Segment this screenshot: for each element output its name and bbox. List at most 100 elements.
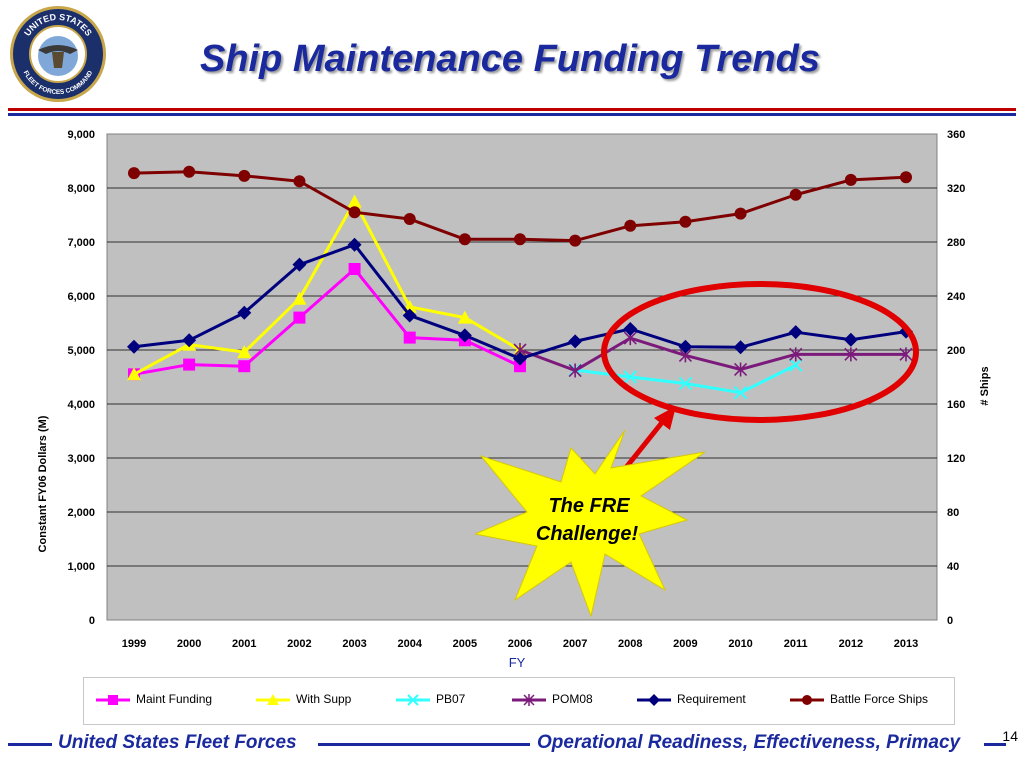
- series-requirement: [127, 237, 913, 366]
- y-tick-label: 6,000: [67, 291, 95, 303]
- data-point: [513, 351, 527, 366]
- legend-item-pom08: POM08: [512, 692, 593, 706]
- x-tick-label: 2006: [508, 638, 532, 650]
- series-pom08: [513, 331, 913, 378]
- fleet-forces-seal: UNITED STATES FLEET FORCES COMMAND: [10, 6, 106, 102]
- data-point: [734, 362, 748, 377]
- callout-arrowhead: [654, 406, 676, 430]
- y-tick-label: 0: [89, 615, 95, 627]
- y2-tick-label: 280: [947, 237, 965, 249]
- data-point: [569, 234, 582, 247]
- data-point: [568, 363, 582, 378]
- legend-swatch-battle-force-ships: [790, 694, 824, 705]
- y2-tick-label: 320: [947, 183, 965, 195]
- data-point: [568, 334, 583, 349]
- footer-right-text: Operational Readiness, Effectiveness, Pr…: [537, 732, 961, 753]
- y2-tick-label: 80: [947, 507, 959, 519]
- data-point: [734, 207, 747, 220]
- data-point: [348, 206, 361, 219]
- data-point: [292, 291, 307, 305]
- y-tick-label: 2,000: [67, 507, 95, 519]
- callout-line-2: Challenge!: [536, 523, 639, 545]
- footer-left-text: United States Fleet Forces: [58, 732, 297, 753]
- legend-item-maint-funding: Maint Funding: [96, 692, 212, 706]
- x-tick-label: 2004: [397, 638, 422, 650]
- data-point: [678, 376, 693, 391]
- x-tick-label: 2009: [673, 638, 697, 650]
- data-point: [789, 358, 803, 372]
- legend-swatch-pb07: [396, 694, 430, 706]
- chart-legend: Maint Funding With Supp PB07 POM08 Requi…: [83, 677, 955, 725]
- data-point: [403, 331, 416, 344]
- title-rule-blue: [8, 113, 1016, 116]
- data-point: [623, 321, 638, 336]
- data-point: [183, 358, 196, 371]
- footer-rule-left: [8, 743, 52, 746]
- y2-axis-label: # Ships: [979, 366, 991, 405]
- data-point: [899, 347, 913, 362]
- series-line: [133, 200, 521, 376]
- legend-label: With Supp: [296, 692, 352, 706]
- x-tick-label: 2002: [287, 638, 311, 650]
- legend-label: PB07: [436, 692, 466, 706]
- legend-swatch-requirement: [637, 693, 671, 706]
- series-line: [133, 267, 521, 376]
- callout-line-1: The FRE: [548, 495, 630, 517]
- data-point: [457, 328, 472, 343]
- data-point: [514, 233, 526, 246]
- y2-tick-label: 120: [947, 453, 965, 465]
- data-point: [237, 305, 252, 320]
- x-tick-label: 2007: [563, 638, 587, 650]
- x-tick-label: 2000: [177, 638, 201, 650]
- callout-arrow: [622, 418, 666, 472]
- data-point: [844, 173, 857, 186]
- data-point: [678, 339, 693, 354]
- data-point: [514, 360, 526, 373]
- legend-item-pb07: PB07: [396, 692, 465, 706]
- legend-swatch-with-supp: [256, 693, 290, 705]
- data-point: [238, 169, 251, 182]
- y-tick-label: 4,000: [67, 399, 95, 411]
- legend-item-battle-force-ships: Battle Force Ships: [790, 692, 928, 706]
- data-point: [238, 360, 251, 373]
- series-line: [519, 336, 906, 373]
- legend-label: Requirement: [677, 692, 746, 706]
- data-point: [403, 213, 416, 226]
- legend-swatch-pom08: [512, 693, 546, 706]
- data-point: [843, 332, 858, 347]
- x-tick-label: 2010: [728, 638, 752, 650]
- data-point: [457, 310, 472, 324]
- y-tick-label: 7,000: [67, 237, 95, 249]
- legend-label: Battle Force Ships: [830, 692, 929, 706]
- legend-item-with-supp: With Supp: [256, 692, 351, 706]
- x-tick-label: 2008: [618, 638, 642, 650]
- x-tick-label: 1999: [122, 638, 146, 650]
- y-axis-label: Constant FY06 Dollars (M): [37, 415, 49, 552]
- data-point: [844, 347, 858, 362]
- legend-swatch-maint-funding: [96, 694, 130, 705]
- y2-tick-label: 200: [947, 345, 965, 357]
- data-point: [900, 171, 912, 184]
- legend-item-requirement: Requirement: [637, 692, 746, 706]
- data-point: [624, 219, 637, 232]
- slide-title: Ship Maintenance Funding Trends: [199, 38, 820, 80]
- starburst-shape: [475, 430, 705, 618]
- y-tick-label: 1,000: [67, 561, 95, 573]
- x-axis-ticks: 1999 2000 2001 2002 2003 2004 2005 2006 2007 2008…: [122, 638, 918, 650]
- y-axis-ticks: 0 1,000 2,000 3,000 4,000 5,000 6,000 7,000 8,00…: [67, 129, 95, 627]
- data-point: [127, 367, 141, 381]
- data-point: [182, 333, 197, 348]
- data-point: [347, 237, 362, 252]
- y2-axis-ticks: 0 40 80 120 160 200 240 280 320 360: [947, 129, 965, 627]
- data-point: [789, 188, 802, 201]
- data-point: [293, 175, 306, 188]
- y-tick-label: 5,000: [67, 345, 95, 357]
- data-point: [789, 347, 803, 362]
- y-tick-label: 9,000: [67, 129, 95, 141]
- data-point: [623, 370, 637, 384]
- y2-tick-label: 40: [947, 561, 959, 573]
- data-point: [292, 257, 307, 272]
- footer-rule-middle: [318, 743, 530, 746]
- x-tick-label: 2011: [784, 638, 808, 650]
- data-point: [458, 233, 471, 246]
